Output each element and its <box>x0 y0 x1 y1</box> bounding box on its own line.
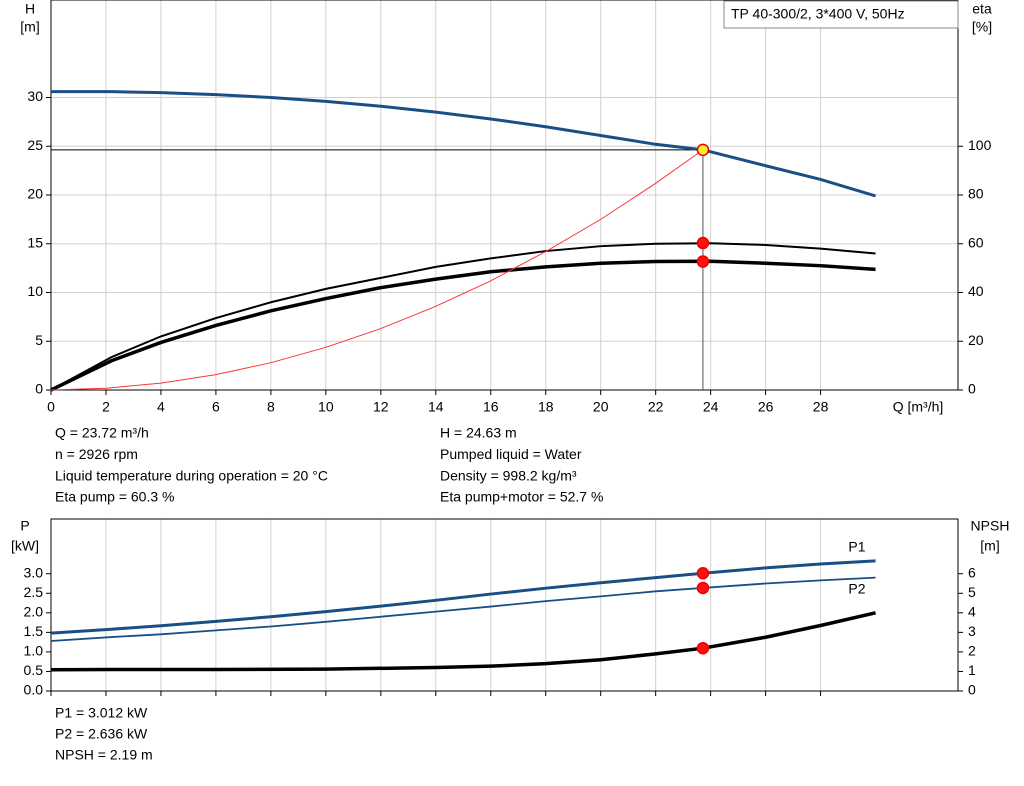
operating-point <box>696 236 710 250</box>
curve <box>50 576 876 642</box>
y-tick-label: 15 <box>27 234 43 250</box>
y-tick-label: 5 <box>35 332 43 348</box>
x-tick-label: 22 <box>648 399 664 415</box>
y-tick-label: 0.5 <box>24 662 44 678</box>
x-tick-label: 6 <box>212 399 220 415</box>
info-text: Eta pump+motor = 52.7 % <box>440 489 603 505</box>
info-text: H = 24.63 m <box>440 425 517 441</box>
x-tick-label: 10 <box>318 399 334 415</box>
curve <box>50 259 876 392</box>
y-tick-label: 0.0 <box>24 682 44 698</box>
y2-tick-label: 80 <box>968 186 984 202</box>
x-tick-label: 16 <box>483 399 499 415</box>
info-text: P2 = 2.636 kW <box>55 726 148 742</box>
y2-axis-label: eta <box>972 1 992 17</box>
info-text: Q = 23.72 m³/h <box>55 425 149 441</box>
y-tick-label: 10 <box>27 283 43 299</box>
x-tick-label: 14 <box>428 399 444 415</box>
y-tick-label: 1.5 <box>24 623 44 639</box>
y2-axis-unit: [m] <box>980 538 999 554</box>
y2-tick-label: 4 <box>968 604 976 620</box>
curve <box>51 90 876 198</box>
y-axis-label: H <box>25 1 35 17</box>
y2-axis-unit: [%] <box>972 19 992 35</box>
x-tick-label: 4 <box>157 399 165 415</box>
x-tick-label: 8 <box>267 399 275 415</box>
x-tick-label: 0 <box>47 399 55 415</box>
y2-tick-label: 1 <box>968 662 976 678</box>
y-tick-label: 2.5 <box>24 584 44 600</box>
operating-point <box>696 641 710 655</box>
x-tick-label: 24 <box>703 399 719 415</box>
y-axis-unit: [kW] <box>11 538 39 554</box>
y-tick-label: 0 <box>35 381 43 397</box>
annotation: TP 40-300/2, 3*400 V, 50Hz <box>731 6 905 22</box>
curve <box>50 242 876 391</box>
info-text: Density = 998.2 kg/m³ <box>440 467 577 483</box>
x-tick-label: 2 <box>102 399 110 415</box>
series-label: P2 <box>848 580 865 596</box>
info-text: n = 2926 rpm <box>55 446 138 462</box>
plot-frame <box>50 518 959 692</box>
series-label: P1 <box>848 539 865 555</box>
curve <box>50 149 704 391</box>
y-tick-label: 1.0 <box>24 643 44 659</box>
x-tick-label: 26 <box>758 399 774 415</box>
info-text: NPSH = 2.19 m <box>55 747 153 763</box>
x-tick-label: 12 <box>373 399 389 415</box>
y2-tick-label: 0 <box>968 381 976 397</box>
operating-point <box>696 581 710 595</box>
y-tick-label: 25 <box>27 137 43 153</box>
x-tick-label: 20 <box>593 399 609 415</box>
info-text: Eta pump = 60.3 % <box>55 489 174 505</box>
y-tick-label: 30 <box>27 88 43 104</box>
y-axis-label: P <box>20 518 29 534</box>
y2-tick-label: 3 <box>968 623 976 639</box>
y2-tick-label: 2 <box>968 643 976 659</box>
info-text: Pumped liquid = Water <box>440 446 582 462</box>
y2-tick-label: 5 <box>968 584 976 600</box>
plot-frame <box>50 0 959 391</box>
y2-tick-label: 0 <box>968 682 976 698</box>
y2-tick-label: 20 <box>968 332 984 348</box>
y-tick-label: 3.0 <box>24 564 44 580</box>
info-text: P1 = 3.012 kW <box>55 705 148 721</box>
x-tick-label: 18 <box>538 399 554 415</box>
curve <box>50 611 876 672</box>
y-axis-unit: [m] <box>20 19 39 35</box>
curve <box>50 559 876 635</box>
y2-tick-label: 100 <box>968 137 992 153</box>
operating-point <box>696 143 710 157</box>
info-text: Liquid temperature during operation = 20… <box>55 467 328 483</box>
x-axis-label: Q [m³/h] <box>893 399 944 415</box>
operating-point <box>696 255 710 268</box>
y-tick-label: 20 <box>27 186 43 202</box>
x-tick-label: 28 <box>813 399 829 415</box>
operating-point <box>696 567 710 580</box>
y-tick-label: 2.0 <box>24 604 44 620</box>
y2-axis-label: NPSH <box>971 518 1010 534</box>
y2-tick-label: 40 <box>968 283 984 299</box>
y2-tick-label: 6 <box>968 564 976 580</box>
annotation-box <box>723 0 959 29</box>
y2-tick-label: 60 <box>968 234 984 250</box>
